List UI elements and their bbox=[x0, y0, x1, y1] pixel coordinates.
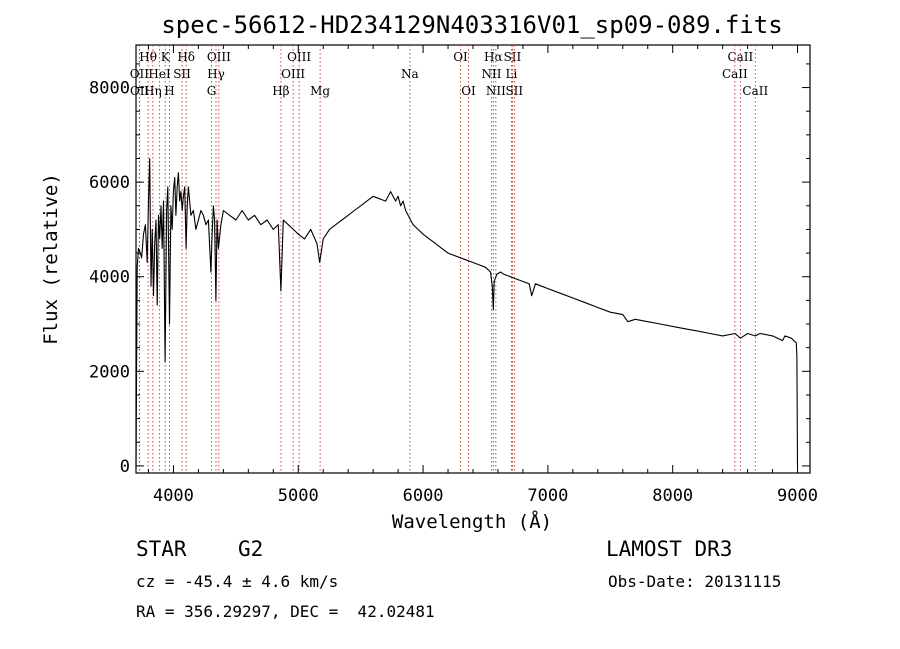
line-marker-label: SII bbox=[173, 67, 191, 81]
line-marker-label: Na bbox=[401, 67, 419, 81]
line-marker-label: K bbox=[161, 50, 171, 64]
line-marker-label: Hδ bbox=[177, 50, 195, 64]
line-marker-label: Hα bbox=[484, 50, 503, 64]
observation-date: Obs-Date: 20131115 bbox=[608, 572, 782, 591]
line-marker-label: G bbox=[207, 84, 217, 98]
chart-title: spec-56612-HD234129N403316V01_sp09-089.f… bbox=[161, 11, 782, 39]
line-marker-label: CaII bbox=[722, 67, 748, 81]
line-marker-label: Hθ bbox=[139, 50, 157, 64]
object-class: STAR bbox=[136, 537, 187, 561]
x-tick-label: 4000 bbox=[153, 486, 194, 506]
redshift-value: cz = -45.4 ± 4.6 km/s bbox=[136, 572, 339, 591]
line-marker-label: Hγ bbox=[207, 67, 225, 81]
line-marker-label: Li bbox=[506, 67, 518, 81]
spectral-subclass: G2 bbox=[238, 537, 264, 561]
y-axis-label: Flux (relative) bbox=[40, 173, 62, 345]
line-marker-label: OIII bbox=[207, 50, 231, 64]
line-marker-label: HeI bbox=[148, 67, 171, 81]
sky-coordinates: RA = 356.29297, DEC = 42.02481 bbox=[136, 602, 435, 621]
line-marker-label: SII bbox=[505, 84, 523, 98]
x-axis-label: Wavelength (Å) bbox=[392, 510, 552, 533]
line-marker-label: Hβ bbox=[272, 84, 289, 98]
x-tick-label: 7000 bbox=[527, 486, 568, 506]
line-marker-label: Mg bbox=[310, 84, 330, 98]
line-marker-label: Hη bbox=[144, 84, 162, 98]
x-tick-label: 5000 bbox=[278, 486, 319, 506]
line-marker-label: CaII bbox=[727, 50, 753, 64]
y-tick-label: 0 bbox=[120, 457, 130, 477]
x-axis: 4000 5000 6000 7000 8000 9000 bbox=[147, 45, 818, 506]
line-marker-label: OIII bbox=[281, 67, 305, 81]
line-marker-label: NII bbox=[481, 67, 501, 81]
line-marker-label: OI bbox=[461, 84, 476, 98]
plot-area-frame bbox=[135, 44, 811, 474]
x-tick-label: 6000 bbox=[403, 486, 444, 506]
line-marker-label: H bbox=[164, 84, 174, 98]
line-marker-label: SII bbox=[504, 50, 522, 64]
y-tick-label: 4000 bbox=[89, 268, 130, 288]
line-marker-label: OI bbox=[453, 50, 468, 64]
spectrum-line bbox=[135, 157, 799, 466]
survey-name: LAMOST DR3 bbox=[606, 537, 733, 561]
x-tick-label: 8000 bbox=[652, 486, 693, 506]
line-marker-label: CaII bbox=[742, 84, 768, 98]
y-axis: 0 2000 4000 6000 8000 bbox=[89, 63, 810, 477]
y-tick-label: 2000 bbox=[89, 362, 130, 382]
y-tick-label: 6000 bbox=[89, 173, 130, 193]
spectrum-series bbox=[135, 157, 799, 466]
line-marker-label: OII bbox=[130, 84, 150, 98]
x-tick-label: 9000 bbox=[777, 486, 818, 506]
line-marker-label: OIII bbox=[287, 50, 311, 64]
line-marker-label: NII bbox=[486, 84, 506, 98]
y-tick-label: 8000 bbox=[89, 79, 130, 99]
